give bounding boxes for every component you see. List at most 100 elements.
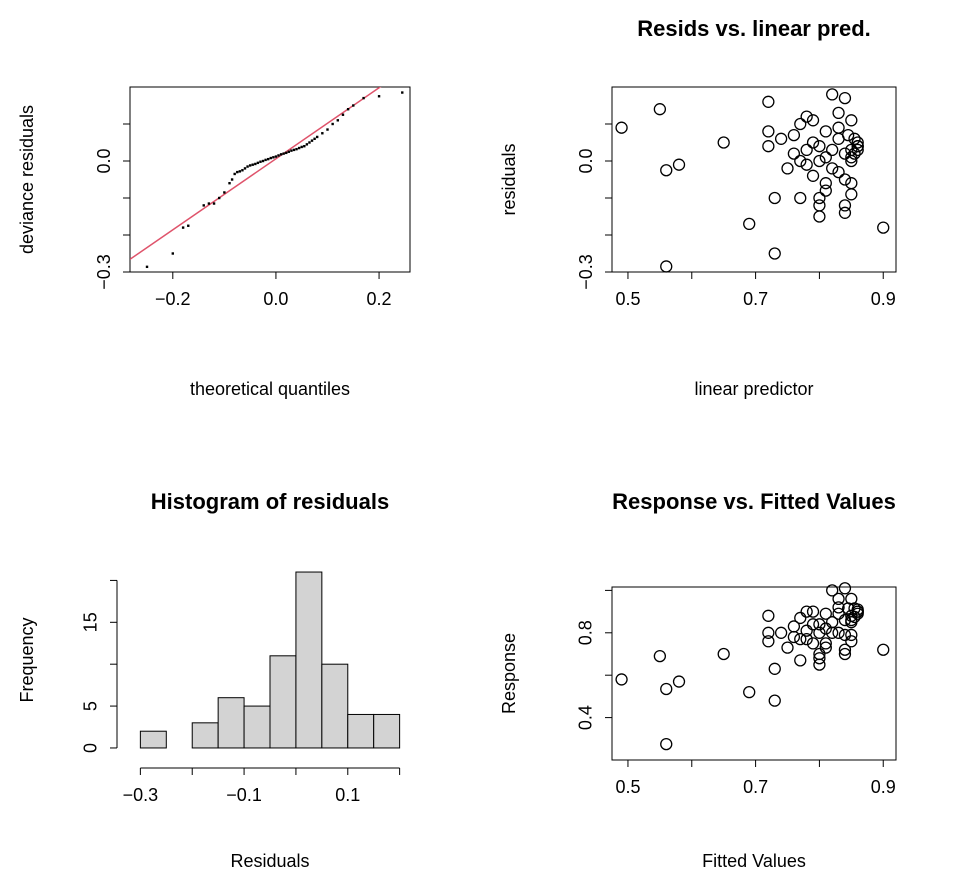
scatter-point	[800, 633, 813, 646]
scatter-point	[819, 622, 832, 635]
scatter-point	[794, 117, 807, 131]
qq-point	[290, 149, 293, 152]
scatter-point	[800, 110, 813, 123]
scatter-point	[800, 605, 813, 618]
scatter-point	[774, 132, 788, 145]
scatter-point	[848, 132, 861, 145]
scatter-point	[813, 626, 826, 639]
scatter-point	[787, 620, 801, 633]
y-axis-label: deviance residuals	[17, 105, 37, 254]
qq-point	[331, 122, 334, 126]
scatter-point	[851, 143, 864, 157]
qq-point	[233, 172, 236, 176]
scatter-point	[660, 682, 673, 696]
qq-point	[336, 119, 340, 122]
scatter-point	[826, 162, 839, 175]
scatter-point	[660, 737, 673, 751]
scatter-point	[848, 147, 861, 160]
y-axis-label: residuals	[499, 143, 519, 215]
y-tick-label: −0.3	[576, 254, 596, 290]
scatter-point	[672, 158, 686, 171]
scatter-point	[813, 652, 826, 665]
scatter-point	[826, 143, 839, 157]
scatter-point	[819, 177, 832, 190]
scatter-point	[762, 95, 775, 108]
qq-point	[171, 252, 174, 255]
chart-title: Histogram of residuals	[151, 489, 389, 514]
scatter-point	[717, 647, 730, 661]
qq-point	[264, 158, 267, 162]
qq-point	[377, 95, 381, 98]
scatter-point	[838, 643, 852, 656]
scatter-point	[768, 662, 781, 675]
scatter-point	[841, 128, 855, 142]
y-tick-label: 5	[81, 701, 101, 711]
scatter-point	[819, 184, 832, 197]
y-axis-label: Response	[499, 633, 519, 714]
y-tick-label: 0.0	[94, 148, 114, 173]
scatter-point	[848, 602, 861, 615]
y-tick-label: 0.0	[576, 148, 596, 173]
scatter-point	[845, 154, 858, 168]
scatter-point	[800, 158, 813, 171]
qq-point	[326, 128, 329, 131]
scatter-point	[877, 643, 890, 656]
scatter-point	[660, 164, 673, 177]
qq-point	[287, 150, 291, 153]
qq-point	[259, 160, 262, 163]
x-tick-label: 0.1	[335, 785, 360, 805]
qq-point	[305, 143, 309, 146]
x-tick-label: 0.9	[871, 289, 896, 309]
histogram-bar	[269, 655, 297, 749]
qq-point	[308, 141, 311, 144]
scatter-point	[813, 199, 826, 212]
scatter-point	[826, 626, 839, 639]
qq-point	[285, 151, 288, 155]
qq-point	[346, 108, 350, 111]
x-tick-label: 0.5	[615, 289, 640, 309]
qq-point	[236, 170, 239, 174]
scatter-point	[806, 114, 820, 127]
scatter-point	[838, 173, 852, 186]
scatter-point	[851, 136, 864, 149]
scatter-point	[877, 221, 890, 234]
plot-box	[129, 86, 411, 273]
scatter-point	[832, 106, 845, 120]
scatter-point	[845, 635, 858, 648]
scatter-point	[615, 673, 628, 686]
qq-point	[246, 165, 249, 168]
x-tick-label: 0.9	[871, 777, 896, 797]
scatter-point	[832, 121, 845, 134]
x-tick-label: 0.7	[743, 777, 768, 797]
scatter-point	[653, 103, 667, 116]
scatter-point	[806, 169, 820, 182]
y-tick-label: −0.3	[94, 254, 114, 290]
qq-point	[300, 145, 303, 149]
qq-point	[277, 154, 280, 157]
x-tick-label: −0.1	[226, 785, 262, 805]
scatter-point	[806, 637, 820, 650]
scatter-point	[794, 611, 807, 625]
scatter-point	[794, 633, 807, 646]
scatter-point	[794, 654, 807, 667]
scatter-point	[768, 191, 781, 205]
qq-point	[238, 170, 242, 173]
scatter-point	[806, 605, 820, 618]
qq-point	[207, 202, 211, 205]
scatter-point	[838, 91, 852, 105]
scatter-point	[768, 247, 781, 260]
y-axis-label: Frequency	[17, 617, 37, 702]
qq-point	[251, 163, 254, 166]
x-tick-label: 0.2	[367, 289, 392, 309]
scatter-point	[813, 191, 826, 205]
scatter-point	[845, 151, 858, 164]
scatter-point	[819, 607, 832, 620]
scatter-point	[838, 647, 852, 661]
x-axis-label: Residuals	[230, 851, 309, 871]
x-tick-label: −0.3	[123, 785, 159, 805]
y-tick-label: 15	[81, 612, 101, 632]
scatter-point	[832, 592, 845, 606]
qq-point	[295, 147, 298, 151]
scatter-point	[845, 114, 858, 127]
